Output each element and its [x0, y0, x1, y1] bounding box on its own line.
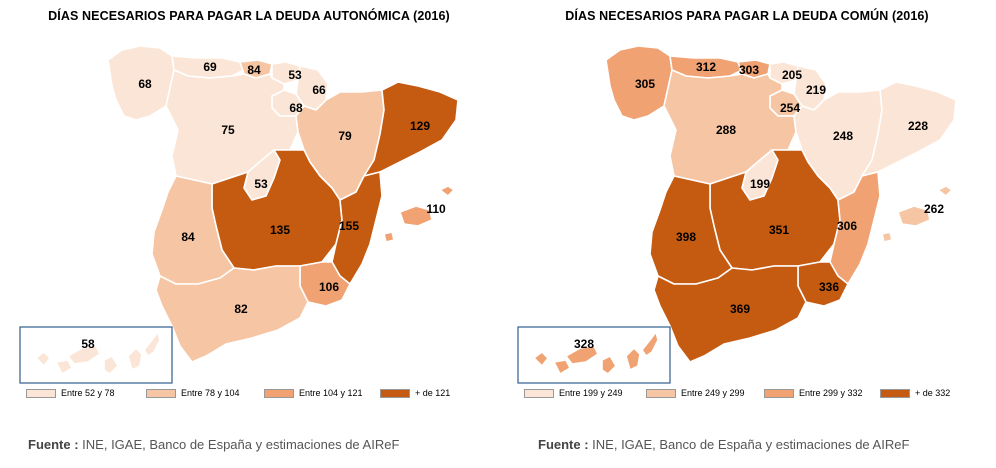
label-andalucia: 82	[234, 302, 248, 316]
label-madrid: 53	[254, 177, 268, 191]
source-text: INE, IGAE, Banco de España y estimacione…	[78, 437, 400, 452]
legend-swatch-3	[764, 388, 794, 398]
map-legend: Entre 52 y 78 Entre 78 y 104 Entre 104 y…	[26, 388, 470, 398]
canarias-inset-frame	[517, 326, 671, 384]
region-baleares	[383, 185, 455, 243]
legend-swatch-4	[880, 388, 910, 398]
label-navarra: 66	[312, 83, 326, 97]
label-galicia: 305	[635, 77, 655, 91]
legend-swatch-2	[646, 388, 676, 398]
region-cataluna	[861, 81, 957, 177]
label-cantabria: 303	[739, 63, 759, 77]
label-cataluna: 129	[410, 119, 430, 133]
legend-item-4: + de 121	[380, 388, 470, 398]
label-murcia: 106	[319, 280, 339, 294]
label-madrid: 199	[750, 177, 770, 191]
region-andalucia	[155, 265, 309, 363]
map-panel-comun: DÍAS NECESARIOS PARA PAGAR LA DEUDA COMÚ…	[498, 0, 996, 468]
label-castilla-mancha: 351	[769, 223, 789, 237]
label-aragon: 79	[338, 129, 352, 143]
label-pais-vasco: 53	[288, 68, 302, 82]
label-la-rioja: 68	[289, 101, 303, 115]
label-valencia: 155	[339, 219, 359, 233]
label-cataluna: 228	[908, 119, 928, 133]
source-label: Fuente :	[28, 437, 79, 452]
source-note: Fuente : INE, IGAE, Banco de España y es…	[538, 437, 909, 452]
spain-choropleth-map: 305 312 303 205 219 254 288 248 228 199 …	[517, 45, 957, 384]
label-pais-vasco: 205	[782, 68, 802, 82]
label-la-rioja: 254	[780, 101, 800, 115]
label-castilla-leon: 75	[221, 123, 235, 137]
region-valencia	[331, 171, 383, 285]
legend-item-3: Entre 104 y 121	[264, 388, 380, 398]
label-aragon: 248	[833, 129, 853, 143]
region-canarias	[533, 331, 659, 375]
map-title: DÍAS NECESARIOS PARA PAGAR LA DEUDA COMÚ…	[565, 9, 929, 23]
spain-choropleth-map: 68 69 84 53 66 68 75 79 129 53 135 155 1…	[19, 45, 459, 384]
label-baleares: 262	[924, 202, 944, 216]
legend-item-4: + de 332	[880, 388, 970, 398]
region-valencia	[829, 171, 881, 285]
legend-swatch-1	[26, 388, 56, 398]
label-navarra: 219	[806, 83, 826, 97]
legend-label-2: Entre 78 y 104	[181, 388, 240, 398]
legend-item-2: Entre 249 y 299	[646, 388, 764, 398]
label-extremadura: 398	[676, 230, 696, 244]
label-baleares: 110	[426, 202, 446, 216]
legend-label-1: Entre 199 y 249	[559, 388, 623, 398]
map-title: DÍAS NECESARIOS PARA PAGAR LA DEUDA AUTO…	[48, 9, 450, 23]
label-valencia: 306	[837, 219, 857, 233]
canarias-inset-frame	[19, 326, 173, 384]
label-andalucia: 369	[730, 302, 750, 316]
legend-label-3: Entre 299 y 332	[799, 388, 863, 398]
label-asturias: 69	[203, 60, 217, 74]
label-castilla-leon: 288	[716, 123, 736, 137]
region-baleares	[881, 185, 953, 243]
map-panel-autonomica: DÍAS NECESARIOS PARA PAGAR LA DEUDA AUTO…	[19, 9, 470, 452]
legend-label-2: Entre 249 y 299	[681, 388, 745, 398]
label-extremadura: 84	[181, 230, 195, 244]
source-text: INE, IGAE, Banco de España y estimacione…	[588, 437, 910, 452]
legend-item-2: Entre 78 y 104	[146, 388, 264, 398]
region-canarias	[35, 331, 161, 375]
region-andalucia	[653, 265, 807, 363]
region-value-labels: 68 69 84 53 66 68 75 79 129 53 135 155 1…	[81, 60, 446, 351]
region-cataluna	[363, 81, 459, 177]
legend-label-4: + de 121	[415, 388, 451, 398]
map-legend: Entre 199 y 249 Entre 249 y 299 Entre 29…	[524, 388, 970, 398]
region-value-labels: 305 312 303 205 219 254 288 248 228 199 …	[574, 60, 944, 351]
label-galicia: 68	[138, 77, 152, 91]
source-note: Fuente : INE, IGAE, Banco de España y es…	[28, 437, 399, 452]
label-castilla-mancha: 135	[270, 223, 290, 237]
legend-item-1: Entre 199 y 249	[524, 388, 646, 398]
source-label: Fuente :	[538, 437, 589, 452]
legend-label-1: Entre 52 y 78	[61, 388, 115, 398]
label-canarias: 58	[81, 337, 95, 351]
legend-swatch-2	[146, 388, 176, 398]
legend-label-3: Entre 104 y 121	[299, 388, 363, 398]
legend-swatch-1	[524, 388, 554, 398]
label-asturias: 312	[696, 60, 716, 74]
label-cantabria: 84	[247, 63, 261, 77]
label-canarias: 328	[574, 337, 594, 351]
legend-label-4: + de 332	[915, 388, 951, 398]
legend-item-3: Entre 299 y 332	[764, 388, 880, 398]
label-murcia: 336	[819, 280, 839, 294]
legend-swatch-3	[264, 388, 294, 398]
legend-item-1: Entre 52 y 78	[26, 388, 146, 398]
legend-swatch-4	[380, 388, 410, 398]
